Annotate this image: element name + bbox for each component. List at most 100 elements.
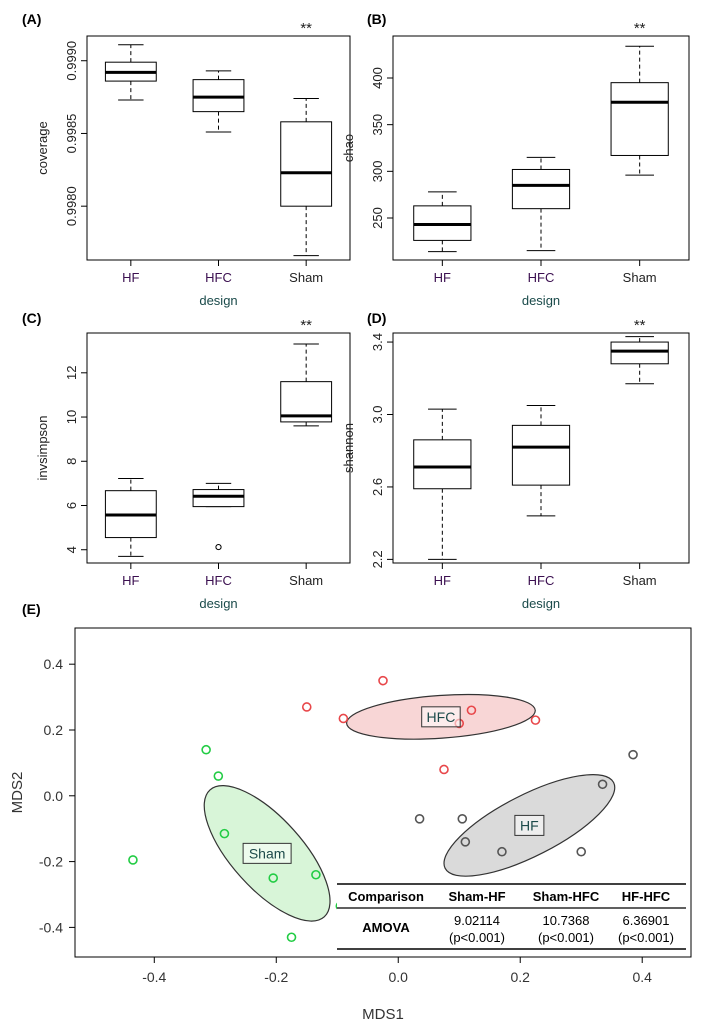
panel-label: (E) [22,601,41,617]
point-hf [576,846,587,857]
x-tick-label: HF [122,573,139,588]
point-hf [497,846,507,857]
panel-b: (B) 250 300 350 400 chao HF HFC Sham design ** [341,11,690,308]
point-sham [286,932,297,943]
point-hfc [439,764,449,775]
y-tick-label: 10 [64,410,79,424]
box-hf [413,191,472,253]
panel-a: (A) 0.9980 0.9985 0.9990 coverage HF HFC Sham de… [22,11,351,308]
point-hf [460,837,471,847]
x-tick-label: HFC [528,270,555,285]
table-row-label: AMOVA [362,920,410,935]
point-hf [628,749,638,760]
x-tick-label: HF [434,573,451,588]
y-tick-label: 2.2 [370,550,385,568]
x-axis-title: design [522,293,560,308]
y-tick-label: 250 [370,207,385,229]
y-tick-label: 4 [64,546,79,553]
y-axis-title: chao [341,134,356,162]
panel-label: (D) [367,310,386,326]
x-tick-label: 0.0 [389,969,409,985]
point-hf [414,814,425,824]
y-axis-title: MDS2 [9,772,26,814]
y-tick-label: 400 [370,67,385,89]
x-tick-label: HF [122,270,139,285]
x-tick-label: Sham [289,270,323,285]
box-hf [413,408,472,560]
y-tick-label: 0.9990 [64,41,79,81]
table-value: 6.36901 [623,913,670,928]
box-sham [280,343,333,427]
panel-e: (E) -0.4 -0.2 0.0 0.2 0.4 -0.4 -0.2 0.0 0.2 0.4 MDS… [9,601,692,1023]
point-sham [268,873,279,883]
significance-marker: ** [634,317,646,334]
box-hf [104,44,157,101]
iqr-box [610,341,669,365]
y-axis-title: invsimpson [35,415,50,480]
point-sham [219,828,230,839]
y-tick-label: 2.6 [370,478,385,496]
group-label-box [421,706,461,728]
table-header: Sham-HFC [533,889,600,904]
point-hf [597,779,608,790]
point-hfc [530,715,541,725]
table-header: Sham-HF [448,889,505,904]
group-label-box [242,842,292,864]
table-background [337,882,686,950]
point-hfc [378,675,388,686]
y-tick-label: 0.2 [44,722,64,738]
point-sham [201,744,211,755]
panel-label: (A) [22,11,41,27]
y-tick-label: 0.9985 [64,114,79,154]
x-tick-label: -0.2 [264,969,288,985]
y-tick-label: 0.4 [44,656,64,672]
table-header: Comparison [348,889,424,904]
x-tick-label: HFC [205,573,232,588]
y-tick-label: 8 [64,458,79,465]
x-tick-label: Sham [623,270,657,285]
x-axis-title: MDS1 [362,1006,404,1023]
panel-c: (C) 4 6 8 10 12 invsimpson HF HFC Sham design ** [22,310,351,611]
point-hfc [338,713,349,724]
x-axis-title: design [522,596,560,611]
table-pvalue: (p<0.001) [538,930,594,945]
y-tick-label: 12 [64,366,79,380]
box-sham [610,336,669,385]
group-label: Sham [249,845,286,861]
y-tick-label: -0.4 [39,919,63,935]
significance-marker: ** [300,20,312,37]
box-sham [280,98,333,257]
y-tick-label: 300 [370,160,385,182]
x-axis-title: design [199,596,237,611]
group-label-box [514,814,545,836]
group-label: HF [520,817,539,833]
iqr-box [511,424,571,486]
significance-marker: ** [634,20,646,37]
x-axis-title: design [199,293,237,308]
significance-marker: ** [300,317,312,334]
y-tick-label: -0.2 [39,854,63,870]
point-hfc [301,702,312,712]
table-value: 10.7368 [543,913,590,928]
table-header: HF-HFC [622,889,671,904]
group-label: HFC [427,709,456,725]
y-tick-label: 6 [64,502,79,509]
box-hf [104,478,157,557]
panel-label: (C) [22,310,41,326]
box-sham [610,45,669,176]
table-pvalue: (p<0.001) [449,930,505,945]
point-hf [457,814,468,824]
x-tick-label: 0.2 [510,969,530,985]
y-tick-label: 350 [370,114,385,136]
amova-table: Comparison Sham-HF Sham-HFC HF-HFC AMOVA 9.02… [337,882,686,950]
box-hfc [192,70,245,133]
y-axis-title: coverage [35,121,50,174]
point-sham [311,869,321,880]
iqr-box [610,82,669,156]
iqr-box [280,121,333,207]
panel-label: (B) [367,11,386,27]
plot-frame [74,627,692,958]
y-tick-label: 0.0 [44,788,64,804]
x-tick-label: Sham [623,573,657,588]
x-tick-label: HF [434,270,451,285]
